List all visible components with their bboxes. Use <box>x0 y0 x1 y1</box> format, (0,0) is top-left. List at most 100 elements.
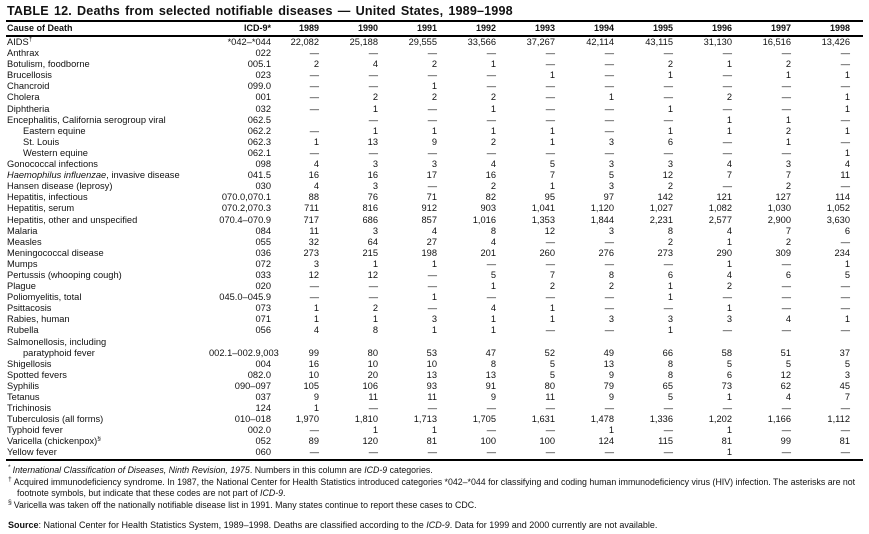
value-cell: 5 <box>549 358 555 369</box>
value-cell: 1 <box>686 447 745 461</box>
value-cell: — <box>781 325 791 336</box>
value-cell: — <box>427 70 437 81</box>
value-cell: 13 <box>603 358 614 369</box>
value-cell: — <box>840 59 850 70</box>
icd-code-cell: 002.0 <box>247 425 271 436</box>
value-cell: — <box>545 403 555 414</box>
value-cell: 4 <box>844 159 850 170</box>
value-cell: 273 <box>303 247 319 258</box>
value-cell: 3 <box>431 314 437 325</box>
cause-cell: Haemophilus influenzae, invasive disease <box>7 170 180 181</box>
value-cell: 1,027 <box>649 203 673 214</box>
value-cell: 290 <box>716 247 732 258</box>
value-cell <box>509 337 568 348</box>
cause-cell: Spotted fevers <box>7 369 67 380</box>
table-row: Tuberculosis (all forms) 010–018 1,970 1,81… <box>6 414 863 425</box>
value-cell: 201 <box>480 247 496 258</box>
value-cell: — <box>781 147 791 158</box>
value-cell: 1 <box>726 114 732 125</box>
value-cell: — <box>450 447 509 461</box>
icd-code-cell: 070.2,070.3 <box>221 203 271 214</box>
icd-code-cell: 052 <box>255 436 271 447</box>
value-cell: 9 <box>313 392 319 402</box>
cause-cell: Yellow fever <box>6 447 209 461</box>
value-cell: 2 <box>726 281 732 292</box>
value-cell: 1,202 <box>708 414 732 425</box>
value-cell: 1 <box>372 258 378 269</box>
value-cell: 1 <box>490 59 496 70</box>
value-cell: 115 <box>658 436 673 447</box>
value-cell: — <box>309 81 319 92</box>
column-header: 1990 <box>332 20 391 37</box>
icd-code-cell: 036 <box>255 247 271 258</box>
table-row: Brucellosis 023 — — — — 1 — 1 — 1 1 <box>6 70 863 81</box>
table-row: Meningococcal disease 036 273 215 198 201 260 2… <box>6 248 863 259</box>
table-row: Salmonellosis, including <box>6 337 863 348</box>
value-cell: — <box>391 447 450 461</box>
value-cell: — <box>840 81 850 92</box>
table-row: Hepatitis, infectious 070.0,070.1 88 76 71 82… <box>6 192 863 203</box>
column-header: 1996 <box>686 20 745 37</box>
value-cell: — <box>545 103 555 114</box>
table-row: Hepatitis, serum 070.2,070.3 711 816 912 903 1… <box>6 203 863 214</box>
value-cell: 45 <box>839 380 850 391</box>
value-cell: 99 <box>308 347 319 358</box>
value-cell: 20 <box>367 369 378 380</box>
icd-code-cell: 023 <box>255 70 271 81</box>
value-cell: 10 <box>367 358 378 369</box>
value-cell: 80 <box>367 347 378 358</box>
value-cell: — <box>309 292 319 303</box>
value-cell: 2 <box>785 125 791 136</box>
value-cell: 8 <box>667 369 673 380</box>
value-cell: — <box>604 81 614 92</box>
column-header: ICD-9* <box>209 20 273 37</box>
table-row: paratyphoid fever 002.1–002.9,003 99 80 53 47… <box>6 348 863 359</box>
value-cell: — <box>309 147 319 158</box>
value-cell: 4 <box>313 325 319 336</box>
value-cell: 6 <box>844 225 850 236</box>
cause-cell: Chancroid <box>7 81 50 92</box>
table-row: Poliomyelitis, total 045.0–045.9 — — 1 — — — 1 — —… <box>6 292 863 303</box>
value-cell: — <box>804 447 863 461</box>
value-cell: 1 <box>372 125 378 136</box>
value-cell: 2 <box>726 92 732 103</box>
column-header: 1998 <box>804 20 863 37</box>
value-cell: 25,188 <box>349 37 378 47</box>
table-row: Anthrax 022 — — — — — — — — — — <box>6 48 863 59</box>
value-cell: 4 <box>490 303 496 314</box>
value-cell: — <box>309 92 319 103</box>
value-cell: — <box>781 258 791 269</box>
value-cell: — <box>309 70 319 81</box>
value-cell: — <box>604 258 614 269</box>
icd-code-cell: 060 <box>209 447 273 461</box>
value-cell: — <box>604 59 614 70</box>
value-cell: 1 <box>490 103 496 114</box>
value-cell: 3 <box>667 159 673 170</box>
value-cell: 97 <box>603 192 614 203</box>
value-cell: 2 <box>549 281 555 292</box>
table-row: Western equine 062.1 — — — — — — — — — 1 <box>6 148 863 159</box>
value-cell: — <box>545 92 555 103</box>
value-cell: 1 <box>844 125 850 136</box>
cause-cell: Salmonellosis, including <box>7 336 107 347</box>
value-cell: — <box>840 114 850 125</box>
value-cell: 73 <box>721 380 732 391</box>
value-cell: — <box>545 425 555 436</box>
icd-code-cell: 037 <box>255 392 271 402</box>
table-row: Typhoid fever 002.0 — 1 1 — — 1 — 1 — — <box>6 425 863 436</box>
table-row: Gonococcal infections 098 4 3 3 4 5 3 3 4 3 4 <box>6 159 863 170</box>
cause-cell: Hepatitis, infectious <box>7 192 88 203</box>
value-cell: 11 <box>840 170 850 181</box>
value-cell: 1 <box>726 425 732 436</box>
cause-cell: AIDS† <box>7 36 33 47</box>
value-cell: — <box>781 292 791 303</box>
value-cell: 1 <box>490 325 496 336</box>
value-cell: 31,130 <box>703 37 732 47</box>
value-cell: 7 <box>785 170 791 181</box>
icd-code-cell: 005.1 <box>247 59 271 70</box>
value-cell: — <box>604 292 614 303</box>
value-cell: — <box>663 147 673 158</box>
icd-code-cell: 041.5 <box>247 170 271 181</box>
value-cell: 1,478 <box>590 414 614 425</box>
table-row: Chancroid 099.0 — — 1 — — — — — — — <box>6 81 863 92</box>
